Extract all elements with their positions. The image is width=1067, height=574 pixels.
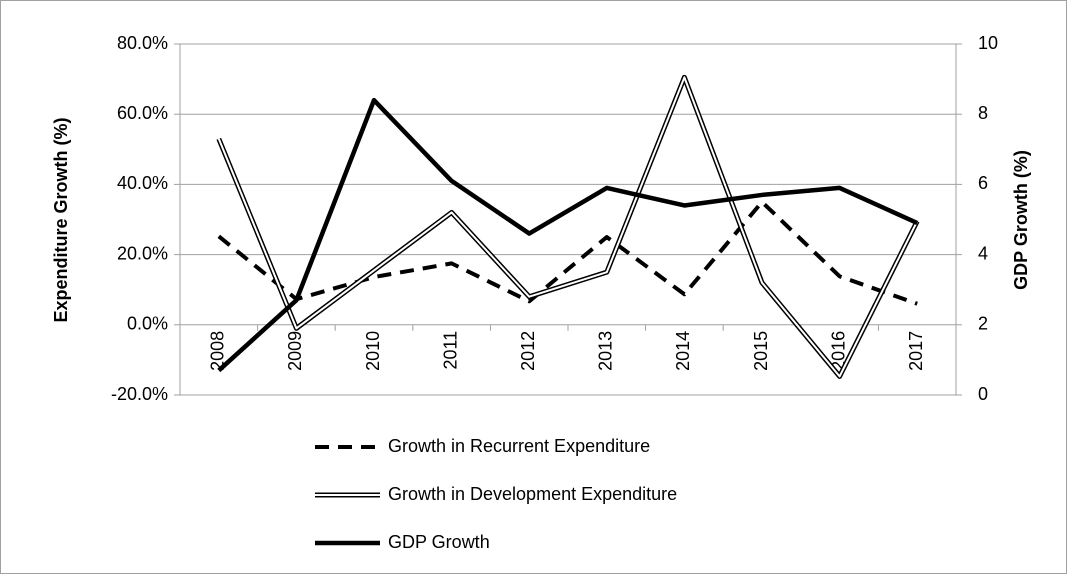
- x-tick-label: 2017: [906, 331, 926, 371]
- y2-tick-label: 0: [978, 384, 988, 404]
- x-tick-label: 2010: [363, 331, 383, 371]
- y-tick-label: 0.0%: [127, 314, 168, 334]
- y2-tick-label: 10: [978, 33, 998, 53]
- x-tick-label: 2011: [440, 331, 460, 370]
- y-axis-title: Expenditure Growth (%): [51, 117, 71, 322]
- x-tick-label: 2012: [518, 331, 538, 371]
- x-tick-label: 2013: [596, 331, 616, 371]
- y-tick-label: 20.0%: [117, 243, 168, 263]
- series-line: [217, 97, 919, 373]
- x-tick-label: 2008: [208, 331, 228, 371]
- x-tick-label: 2009: [285, 331, 305, 371]
- legend-label: GDP Growth: [388, 532, 490, 552]
- x-tick-label: 2016: [828, 331, 848, 371]
- y2-tick-label: 4: [978, 243, 988, 263]
- series-line: [217, 76, 919, 378]
- y-tick-label: 60.0%: [117, 103, 168, 123]
- legend-label: Growth in Recurrent Expenditure: [388, 436, 650, 456]
- y2-tick-label: 8: [978, 103, 988, 123]
- series-line: [217, 199, 918, 306]
- y2-tick-label: 2: [978, 314, 988, 334]
- legend-label: Growth in Development Expenditure: [388, 484, 677, 504]
- y2-tick-label: 6: [978, 173, 988, 193]
- y2-axis-title: GDP Growth (%): [1011, 150, 1031, 290]
- y-tick-label: 80.0%: [117, 33, 168, 53]
- y-tick-label: -20.0%: [111, 384, 168, 404]
- x-tick-label: 2014: [673, 331, 693, 371]
- y-tick-label: 40.0%: [117, 173, 168, 193]
- x-tick-label: 2015: [751, 331, 771, 371]
